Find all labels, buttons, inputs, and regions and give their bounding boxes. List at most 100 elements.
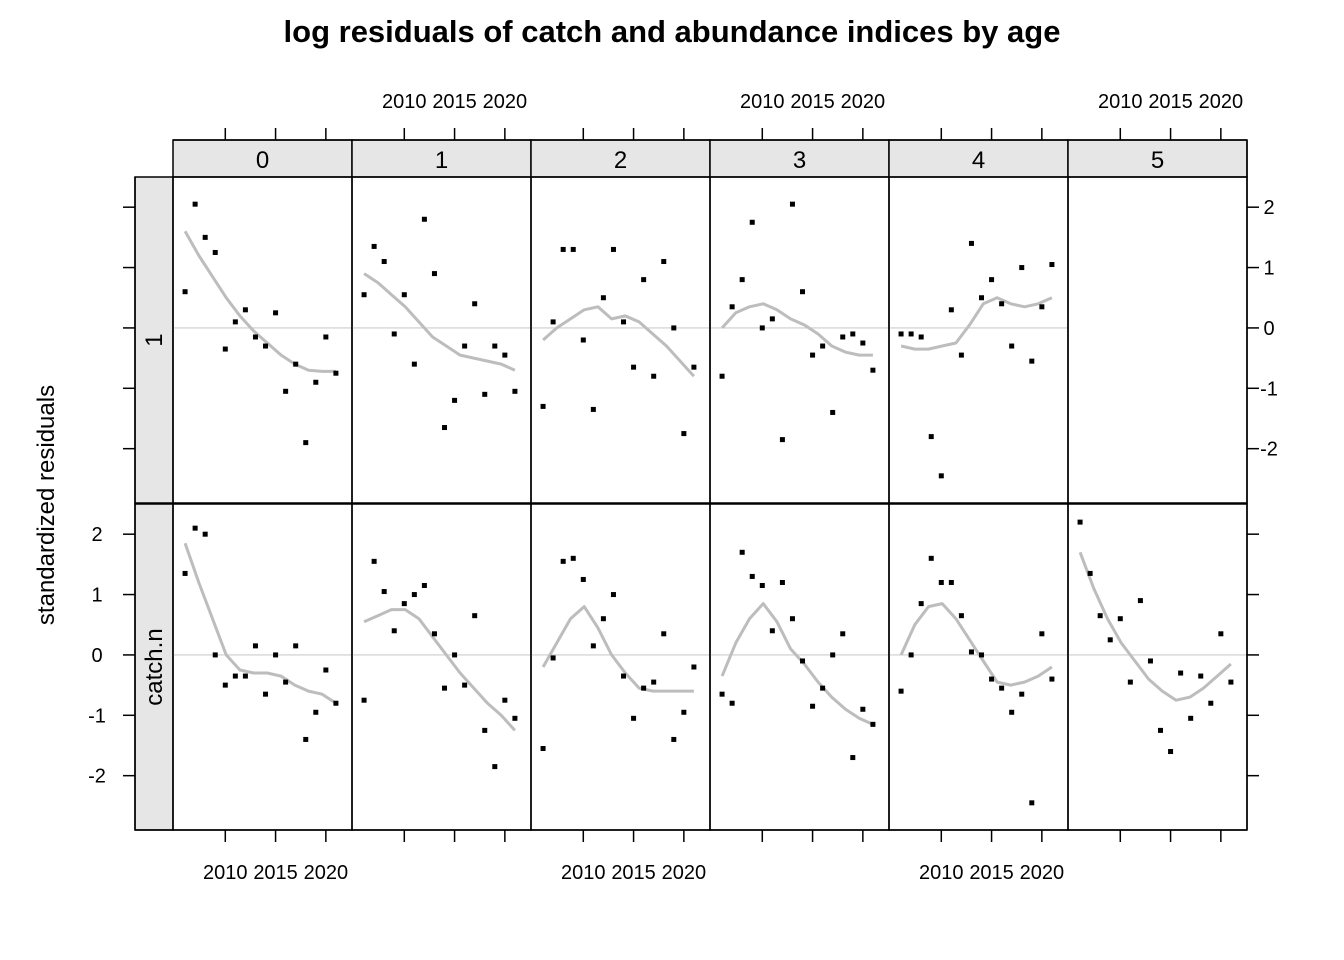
data-point xyxy=(651,373,657,379)
data-point xyxy=(779,437,785,443)
data-point xyxy=(580,337,586,343)
data-point xyxy=(1077,519,1083,525)
strip-label-index-2: catch.n xyxy=(141,628,168,705)
panel-1-age-3 xyxy=(709,176,890,504)
data-point xyxy=(442,425,448,431)
data-point xyxy=(182,289,188,295)
data-point xyxy=(681,709,687,715)
data-point xyxy=(739,277,745,283)
x-tick-label: 2015 xyxy=(611,862,656,884)
data-point xyxy=(1178,670,1184,676)
y-tick-label: 1 xyxy=(91,585,102,607)
data-point xyxy=(212,249,218,255)
data-point xyxy=(1218,631,1224,637)
y-tick-label: 2 xyxy=(1263,197,1274,219)
loess-smoother xyxy=(541,605,694,693)
data-point xyxy=(999,301,1005,307)
data-point xyxy=(789,616,795,622)
data-point xyxy=(371,243,377,249)
data-point xyxy=(242,673,248,679)
x-tick-label: 2020 xyxy=(1020,862,1065,884)
data-point xyxy=(381,589,387,595)
data-point xyxy=(600,295,606,301)
panel-catch.n-age-0 xyxy=(172,503,353,831)
panel-catch.n-age-3 xyxy=(709,503,890,831)
data-point xyxy=(789,201,795,207)
data-point xyxy=(691,364,697,370)
x-tick-label: 2010 xyxy=(740,91,785,113)
strip-label-age-5: 5 xyxy=(1151,147,1164,174)
data-point xyxy=(293,643,299,649)
y-tick-label: 2 xyxy=(91,524,102,546)
data-point xyxy=(472,613,478,619)
loess-smoother xyxy=(720,602,874,726)
data-point xyxy=(1158,727,1164,733)
data-point xyxy=(1049,676,1055,682)
data-point xyxy=(550,655,556,661)
strip-label-age-3: 3 xyxy=(793,147,806,174)
data-point xyxy=(1188,715,1194,721)
data-point xyxy=(1168,749,1174,755)
data-point xyxy=(252,334,258,340)
data-point xyxy=(263,691,269,697)
panel-1-age-5 xyxy=(1067,176,1248,504)
data-point xyxy=(999,685,1005,691)
x-tick-label: 2010 xyxy=(919,862,964,884)
data-point xyxy=(323,667,329,673)
data-point xyxy=(830,409,836,415)
panel-frame xyxy=(888,176,1069,504)
data-point xyxy=(850,755,856,761)
data-point xyxy=(492,343,498,349)
strip-age-5 xyxy=(1067,139,1248,178)
data-point xyxy=(1039,631,1045,637)
data-point xyxy=(452,397,458,403)
data-point xyxy=(232,673,238,679)
data-point xyxy=(840,334,846,340)
data-point xyxy=(928,555,934,561)
panel-1-age-4 xyxy=(888,176,1069,504)
data-point xyxy=(1009,709,1015,715)
data-point xyxy=(621,673,627,679)
data-point xyxy=(800,289,806,295)
data-point xyxy=(769,316,775,322)
data-point xyxy=(621,319,627,325)
data-point xyxy=(918,334,924,340)
data-point xyxy=(391,628,397,634)
data-point xyxy=(979,652,985,658)
data-point xyxy=(361,292,367,298)
panel-1-age-0 xyxy=(172,176,353,504)
data-point xyxy=(779,579,785,585)
data-point xyxy=(452,652,458,658)
data-point xyxy=(631,364,637,370)
loess-smoother xyxy=(542,305,696,378)
x-tick-label: 2020 xyxy=(1199,91,1244,113)
data-point xyxy=(938,579,944,585)
data-point xyxy=(681,431,687,437)
data-point xyxy=(1049,262,1055,268)
data-point xyxy=(898,688,904,694)
data-point xyxy=(472,301,478,307)
strip-label-age-0: 0 xyxy=(256,147,269,174)
data-point xyxy=(313,709,319,715)
data-point xyxy=(800,658,806,664)
data-point xyxy=(411,592,417,598)
strip-age-1 xyxy=(351,139,532,178)
panel-catch.n-age-5 xyxy=(1067,503,1248,831)
data-point xyxy=(283,388,289,394)
data-point xyxy=(411,361,417,367)
x-tick-label: 2020 xyxy=(304,862,349,884)
data-point xyxy=(313,379,319,385)
data-point xyxy=(1117,616,1123,622)
y-tick-label: 0 xyxy=(1263,318,1274,340)
data-point xyxy=(273,310,279,316)
y-tick-label: 1 xyxy=(1263,258,1274,280)
data-point xyxy=(293,361,299,367)
y-tick-label: -1 xyxy=(1260,378,1278,400)
x-tick-label: 2010 xyxy=(1098,91,1143,113)
y-tick-label: -1 xyxy=(88,705,106,727)
strip-label-index-1: 1 xyxy=(141,333,168,346)
data-point xyxy=(333,700,339,706)
data-point xyxy=(671,736,677,742)
panel-frame xyxy=(1067,503,1248,831)
